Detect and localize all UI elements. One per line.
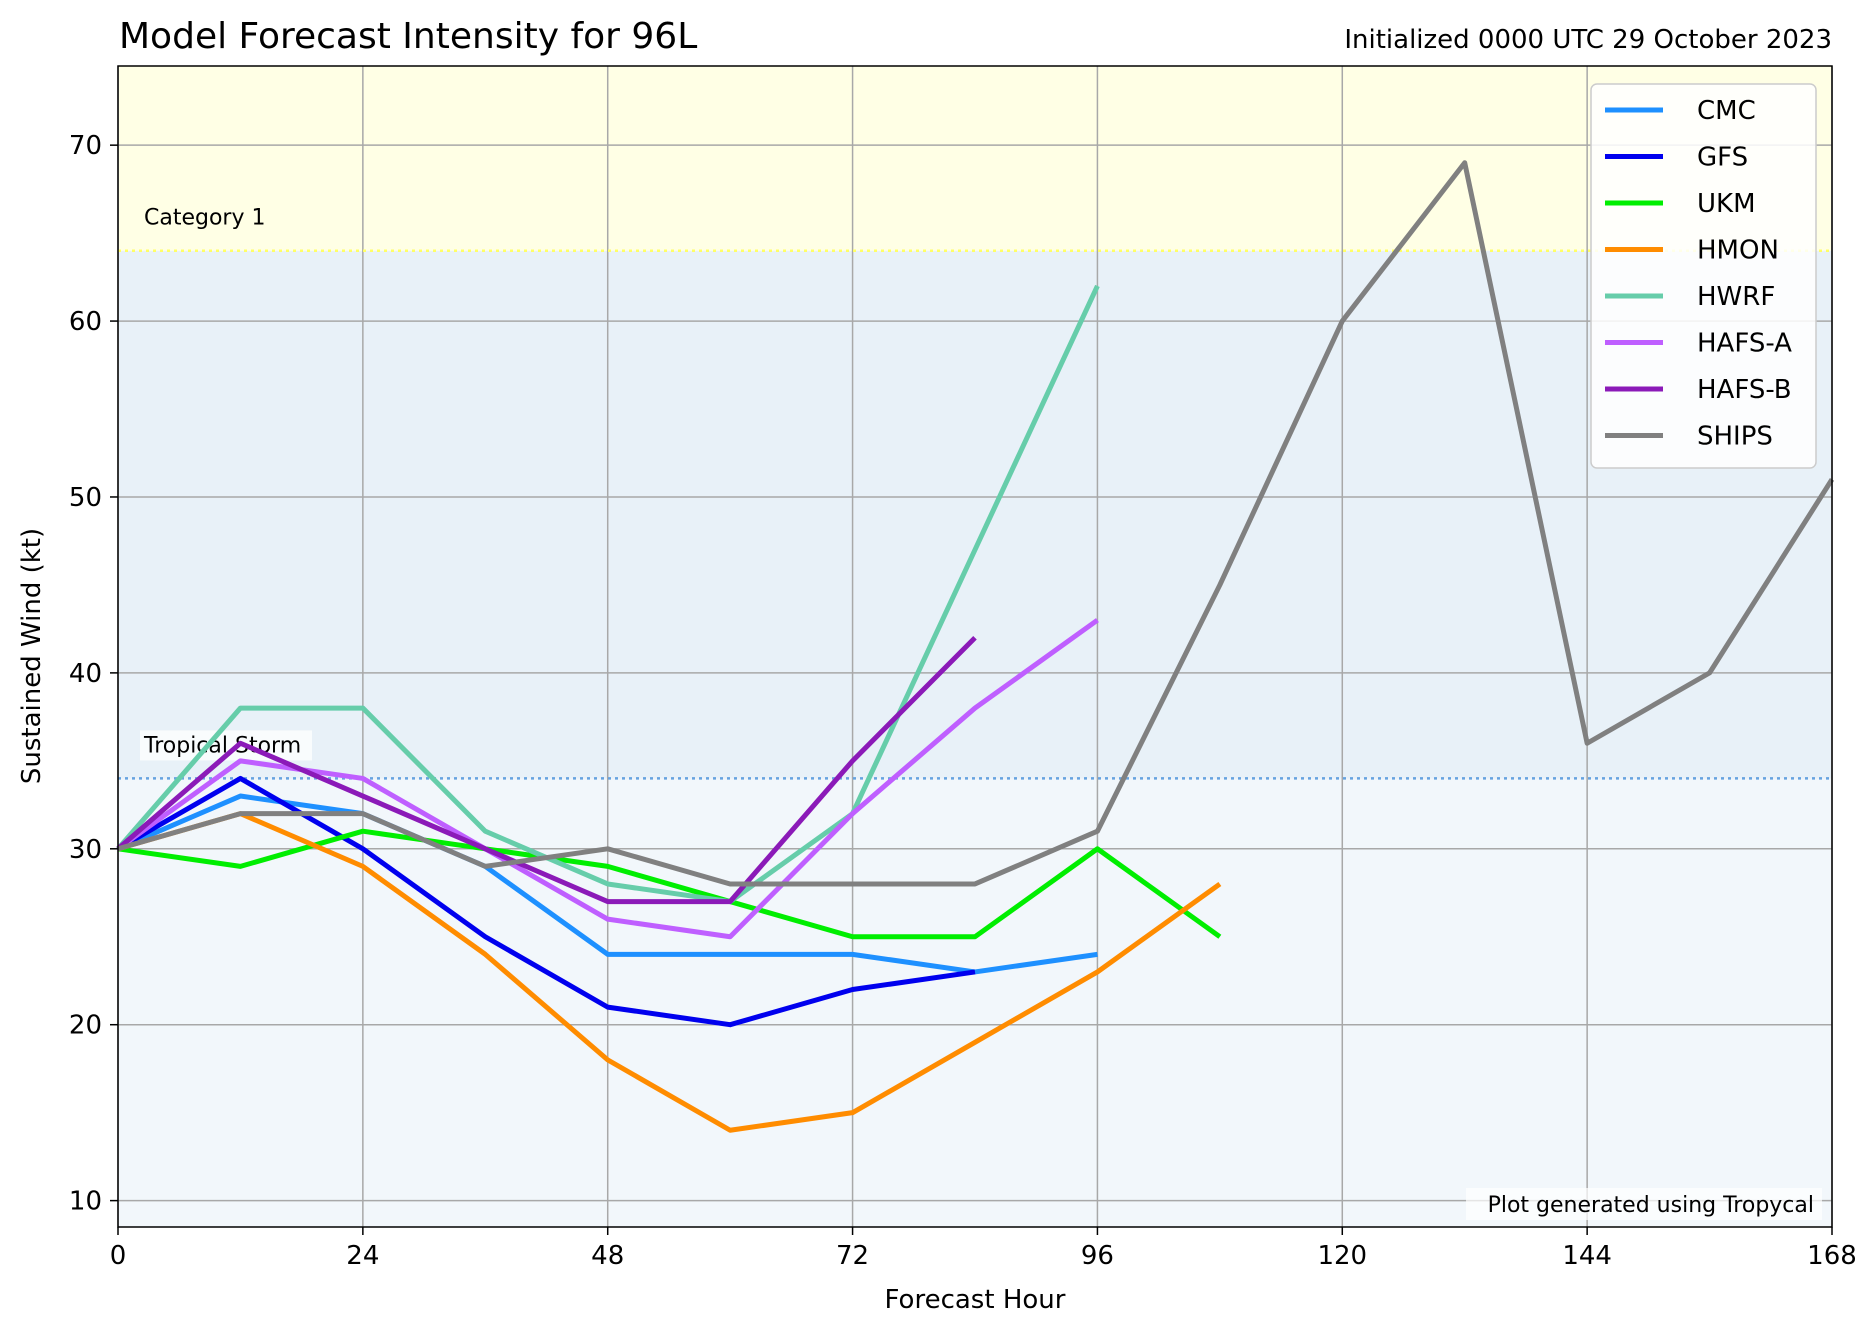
series-lines <box>116 160 1835 1133</box>
x-tick-label-48: 48 <box>591 1241 624 1271</box>
band-0 <box>118 778 1832 1227</box>
credit-text: Plot generated using Tropycal <box>1488 1193 1814 1218</box>
x-tick-label-96: 96 <box>1081 1241 1114 1271</box>
plot-frame <box>117 65 1833 1228</box>
legend-label-hafs-b: HAFS-B <box>1697 375 1792 405</box>
y-tick-label-70: 70 <box>69 131 102 161</box>
band-2 <box>118 66 1832 251</box>
series-line-hmon <box>117 811 1222 1133</box>
y-tick-label-60: 60 <box>69 307 102 337</box>
y-tick-label-10: 10 <box>69 1187 102 1217</box>
threshold-label-category-1: Category 1 <box>144 206 265 231</box>
series-line-ships <box>117 160 1835 887</box>
series-line-hwrf <box>116 284 1100 905</box>
x-tick-label-120: 120 <box>1317 1241 1367 1271</box>
credit: Plot generated using Tropycal <box>1466 1188 1822 1220</box>
series-line-hafs-a <box>116 618 1099 940</box>
chart-subtitle: Initialized 0000 UTC 29 October 2023 <box>1344 25 1832 55</box>
legend-box <box>1590 83 1817 469</box>
legend-label-gfs: GFS <box>1697 143 1748 173</box>
y-tick-label-30: 30 <box>69 835 102 865</box>
y-tick-label-40: 40 <box>69 659 102 689</box>
grid-lines <box>117 66 1833 1227</box>
y-tick-label-50: 50 <box>69 483 102 513</box>
legend-label-hmon: HMON <box>1697 236 1779 266</box>
x-tick-label-24: 24 <box>346 1241 379 1271</box>
band-1 <box>118 250 1832 779</box>
axes: 0 24 48 72 96 120 144 168 10 20 30 40 50 60 70 <box>69 131 1857 1271</box>
threshold-label-tropical-storm: Tropical Storm <box>143 733 301 758</box>
chart-title: Model Forecast Intensity for 96L <box>119 16 697 57</box>
intensity-bands <box>118 66 1832 1227</box>
legend-label-hafs-a: HAFS-A <box>1697 329 1792 359</box>
x-axis-label: Forecast Hour <box>885 1285 1066 1315</box>
legend-label-hwrf: HWRF <box>1697 282 1775 312</box>
x-tick-label-168: 168 <box>1807 1241 1857 1271</box>
series-line-hafs-b <box>116 635 977 905</box>
series-line-gfs <box>116 775 976 1028</box>
y-tick-label-20: 20 <box>69 1011 102 1041</box>
legend-label-ukm: UKM <box>1697 189 1756 219</box>
x-tick-label-144: 144 <box>1562 1241 1612 1271</box>
legend-label-ships: SHIPS <box>1697 422 1773 452</box>
y-axis-label: Sustained Wind (kt) <box>17 528 47 784</box>
series-line-ukm <box>117 828 1222 940</box>
x-tick-label-72: 72 <box>836 1241 869 1271</box>
legend: CMC GFS UKM HMON HWRF HAFS-A HAFS-B SHIPS <box>1590 83 1817 469</box>
legend-label-cmc: CMC <box>1697 96 1756 126</box>
x-tick-label-0: 0 <box>110 1241 127 1271</box>
